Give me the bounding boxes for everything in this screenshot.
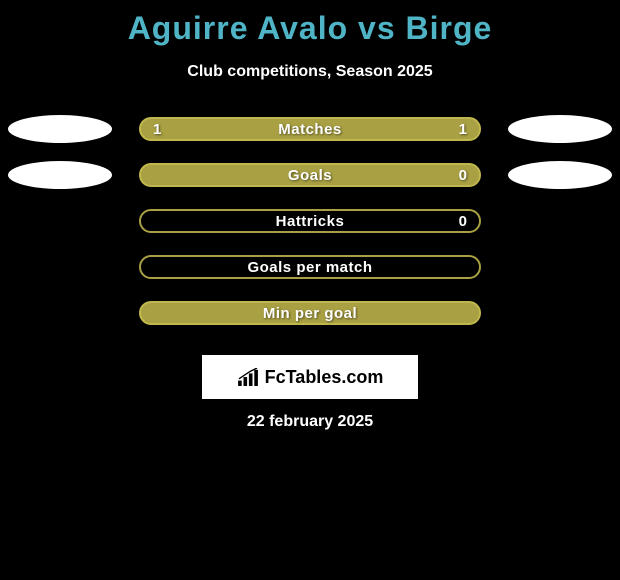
stat-bar: 1 Matches 1 xyxy=(139,117,481,141)
stat-row-goals: Goals 0 xyxy=(0,163,620,187)
stat-bar: Goals per match xyxy=(139,255,481,279)
stat-row-goals-per-match: Goals per match xyxy=(0,255,620,279)
left-ellipse xyxy=(8,115,112,143)
stat-label: Hattricks xyxy=(276,213,345,230)
left-ellipse xyxy=(8,161,112,189)
stat-row-hattricks: Hattricks 0 xyxy=(0,209,620,233)
right-ellipse xyxy=(508,115,612,143)
stat-label: Goals xyxy=(288,167,332,184)
right-ellipse xyxy=(508,161,612,189)
page-subtitle: Club competitions, Season 2025 xyxy=(187,63,432,81)
infographic-container: Aguirre Avalo vs Birge Club competitions… xyxy=(0,0,620,431)
stat-row-matches: 1 Matches 1 xyxy=(0,117,620,141)
stat-bar: Goals 0 xyxy=(139,163,481,187)
stat-label: Min per goal xyxy=(263,305,357,322)
chart-icon xyxy=(237,368,259,386)
stat-left-value: 1 xyxy=(153,121,161,138)
logo-text: FcTables.com xyxy=(265,367,384,388)
stat-right-value: 1 xyxy=(459,121,467,138)
date-text: 22 february 2025 xyxy=(247,413,373,431)
page-title: Aguirre Avalo vs Birge xyxy=(128,10,493,47)
logo-box: FcTables.com xyxy=(202,355,418,399)
stat-right-value: 0 xyxy=(459,167,467,184)
stat-right-value: 0 xyxy=(459,213,467,230)
stat-row-min-per-goal: Min per goal xyxy=(0,301,620,325)
stat-label: Matches xyxy=(278,121,342,138)
stat-bar: Min per goal xyxy=(139,301,481,325)
stat-bar: Hattricks 0 xyxy=(139,209,481,233)
stat-label: Goals per match xyxy=(247,259,372,276)
